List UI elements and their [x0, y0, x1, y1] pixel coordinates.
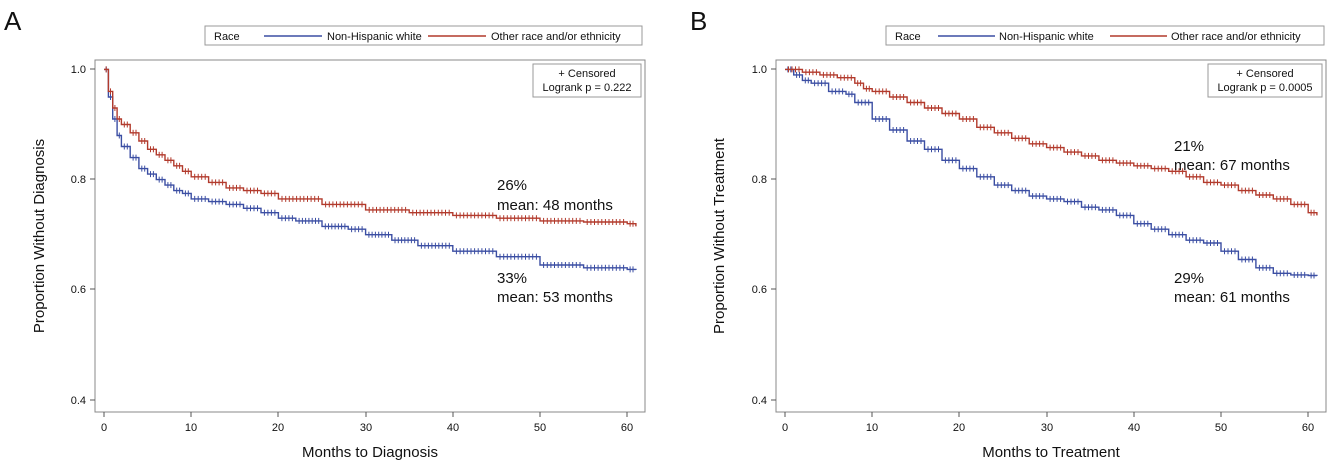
- panel-a-y-axis: 0.4 0.6 0.8 1.0: [71, 64, 95, 407]
- panel-a-xtick-label: 0: [101, 422, 107, 434]
- panel-a-annotation-other-pct: 26%: [497, 177, 527, 194]
- panel-a-xtick-label: 40: [447, 422, 459, 434]
- panel-b-xtick-label: 40: [1128, 422, 1140, 434]
- panel-b-legend-other: Other race and/or ethnicity: [1171, 31, 1301, 43]
- panel-a-xtick-label: 20: [272, 422, 284, 434]
- panel-b-x-axis-title: Months to Treatment: [982, 444, 1120, 461]
- panel-b: B Race Non-Hispanic white Other race and…: [690, 6, 1327, 461]
- panel-a-info-box: [532, 63, 642, 98]
- panel-b-ytick-label: 1.0: [752, 64, 767, 76]
- panel-b-annotation-nhw-pct: 29%: [1174, 270, 1204, 287]
- panel-b-xtick-label: 0: [782, 422, 788, 434]
- panel-a-censored-label: + Censored: [558, 68, 615, 80]
- panel-b-legend-nhw: Non-Hispanic white: [999, 31, 1094, 43]
- panel-b-annotation-other-pct: 21%: [1174, 138, 1204, 155]
- panel-a-ytick-label: 0.8: [71, 174, 86, 186]
- panel-a-xtick-label: 10: [185, 422, 197, 434]
- panel-b-xtick-label: 50: [1215, 422, 1227, 434]
- panel-b-annotation-nhw-mean: mean: 61 months: [1174, 289, 1290, 306]
- panel-b-curve-nhw: [785, 68, 1318, 277]
- panel-b-annotation-other-mean: mean: 67 months: [1174, 157, 1290, 174]
- panel-b-y-axis: 0.4 0.6 0.8 1.0: [752, 64, 776, 407]
- panel-a-annotation-nhw-mean: mean: 53 months: [497, 289, 613, 306]
- panel-a-ytick-label: 0.4: [71, 395, 86, 407]
- panel-a-ytick-label: 0.6: [71, 284, 86, 296]
- panel-a-annotation-nhw-pct: 33%: [497, 270, 527, 287]
- panel-a-annotation-other-mean: mean: 48 months: [497, 197, 613, 214]
- panel-b-xtick-label: 10: [866, 422, 878, 434]
- panel-a-legend-box: [204, 25, 643, 46]
- panel-b-logrank-label: Logrank p = 0.0005: [1217, 82, 1312, 94]
- panel-a-xtick-label: 50: [534, 422, 546, 434]
- panel-a-y-axis-title: Proportion Without Diagnosis: [31, 139, 48, 333]
- panel-a-xtick-label: 60: [621, 422, 633, 434]
- panel-a-plot-frame: [94, 59, 646, 413]
- panel-b-ytick-label: 0.8: [752, 174, 767, 186]
- panel-b-xtick-label: 60: [1302, 422, 1314, 434]
- panel-a-legend-nhw: Non-Hispanic white: [327, 31, 422, 43]
- panel-a: A Race Non-Hispanic white Other race and…: [4, 6, 646, 461]
- panel-a-legend-other: Other race and/or ethnicity: [491, 31, 621, 43]
- panel-a-x-axis-title: Months to Diagnosis: [302, 444, 438, 461]
- panel-a-x-axis: 0 10 20 30 40 50 60: [101, 412, 633, 434]
- panel-b-legend-box: [885, 25, 1325, 46]
- panel-a-ytick-label: 1.0: [71, 64, 86, 76]
- panel-b-x-axis: 0 10 20 30 40 50 60: [782, 412, 1314, 434]
- panel-a-legend-title: Race: [214, 31, 240, 43]
- panel-b-xtick-label: 30: [1041, 422, 1053, 434]
- panel-b-letter: B: [690, 6, 707, 36]
- panel-a-letter: A: [4, 6, 22, 36]
- panel-b-censored-label: + Censored: [1236, 68, 1293, 80]
- panel-b-y-axis-title: Proportion Without Treatment: [711, 137, 728, 334]
- panel-a-logrank-label: Logrank p = 0.222: [543, 82, 632, 94]
- panel-b-xtick-label: 20: [953, 422, 965, 434]
- panel-a-series: [104, 66, 637, 273]
- panel-a-curve-nhw: [104, 68, 637, 271]
- panel-b-series: [785, 66, 1318, 279]
- panel-b-info-box: [1207, 63, 1323, 98]
- panel-a-xtick-label: 30: [360, 422, 372, 434]
- panel-b-plot-frame: [775, 59, 1327, 413]
- panel-b-ytick-label: 0.6: [752, 284, 767, 296]
- panel-b-legend-title: Race: [895, 31, 921, 43]
- panel-b-ytick-label: 0.4: [752, 395, 767, 407]
